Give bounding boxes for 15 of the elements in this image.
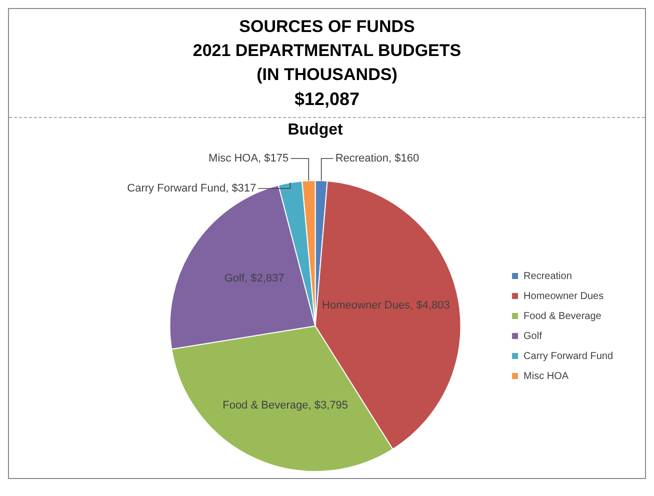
data-label: Homeowner Dues, $4,803 (322, 299, 450, 312)
data-label: Food & Beverage, $3,795 (222, 400, 348, 412)
chart-title: SOURCES OF FUNDS 2021 DEPARTMENTAL BUDGETS (IN THOUSANDS) (192, 16, 462, 86)
data-label: Carry Forward Fund, $317 (127, 182, 256, 195)
legend-label: Carry Forward Fund (524, 350, 613, 362)
legend-label: Food & Beverage (524, 310, 602, 322)
data-label: Misc HOA, $175 (208, 152, 289, 165)
chart-subtitle: $12,087 (293, 88, 361, 111)
legend-label: Golf (524, 330, 542, 342)
legend-label: Misc HOA (524, 370, 569, 382)
data-label: Recreation, $160 (335, 152, 420, 165)
text: Budget (288, 121, 344, 138)
data-label: Golf, $2,837 (224, 272, 284, 284)
legend-label: Homeowner Dues (524, 290, 604, 302)
legend-label: Recreation (524, 270, 572, 282)
